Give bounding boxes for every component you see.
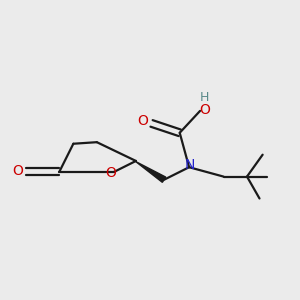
Text: H: H: [200, 91, 209, 104]
Text: O: O: [105, 167, 116, 181]
Text: O: O: [137, 114, 148, 128]
Polygon shape: [136, 161, 166, 182]
Text: O: O: [12, 164, 23, 178]
Text: O: O: [199, 103, 210, 117]
Text: N: N: [184, 158, 195, 172]
